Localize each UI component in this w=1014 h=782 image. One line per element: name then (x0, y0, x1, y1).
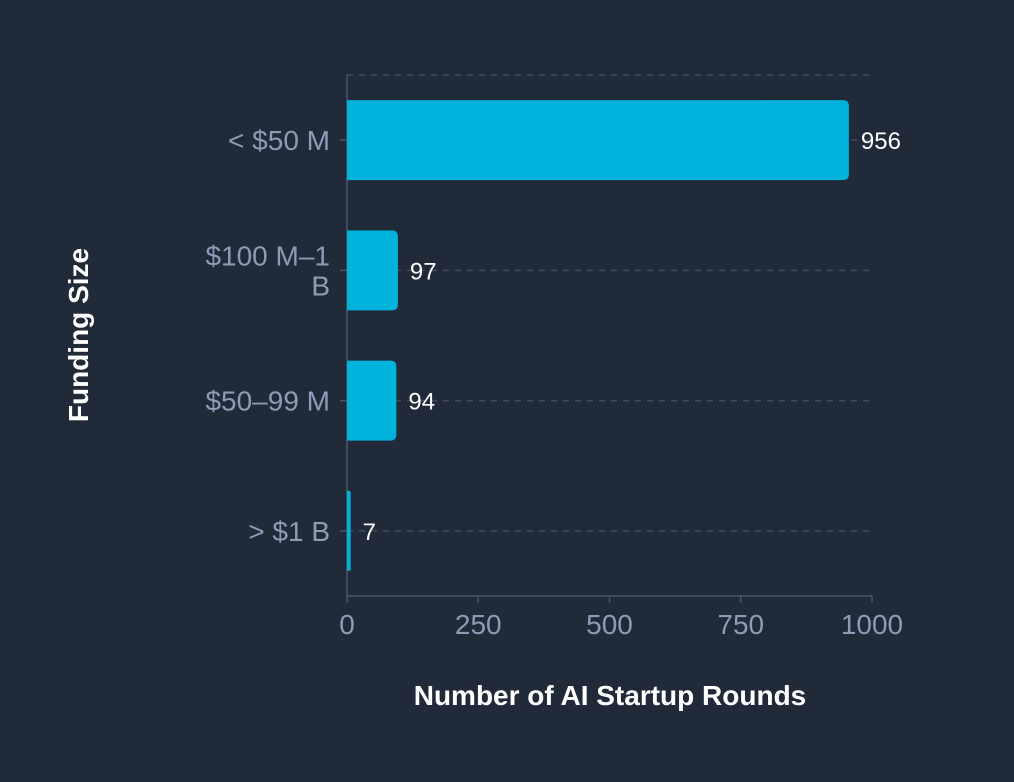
category-label: < $50 M (228, 125, 330, 156)
bars (347, 100, 849, 571)
bar (347, 230, 398, 311)
category-label: $100 M–1 B (205, 240, 330, 301)
x-tick-label: 750 (717, 609, 764, 640)
category-label-line: > $1 B (248, 516, 330, 547)
x-tick-label: 0 (339, 609, 355, 640)
category-label: $50–99 M (205, 386, 330, 417)
bar (347, 100, 849, 181)
x-axis-title: Number of AI Startup Rounds (414, 680, 807, 711)
category-label-line: B (311, 270, 330, 301)
category-label-line: $100 M–1 (205, 240, 330, 271)
bar (347, 360, 397, 441)
bar (347, 490, 351, 571)
bar-value-label: 7 (363, 519, 376, 546)
x-tick-label: 1000 (841, 609, 903, 640)
category-label-line: < $50 M (228, 125, 330, 156)
y-axis-title: Funding Size (63, 248, 94, 422)
bar-value-label: 956 (861, 128, 901, 155)
x-tick-label: 500 (586, 609, 633, 640)
x-tick-label: 250 (455, 609, 502, 640)
bar-value-label: 97 (410, 258, 437, 285)
category-label-line: $50–99 M (205, 386, 330, 417)
bar-value-label: 94 (408, 389, 435, 416)
labels: 956 < $50 M 97 $100 M–1 B 94 $50–99 M 7 > $1 B (205, 125, 900, 547)
axes: 0 250 500 750 1000 (339, 75, 903, 640)
category-label: > $1 B (248, 516, 330, 547)
